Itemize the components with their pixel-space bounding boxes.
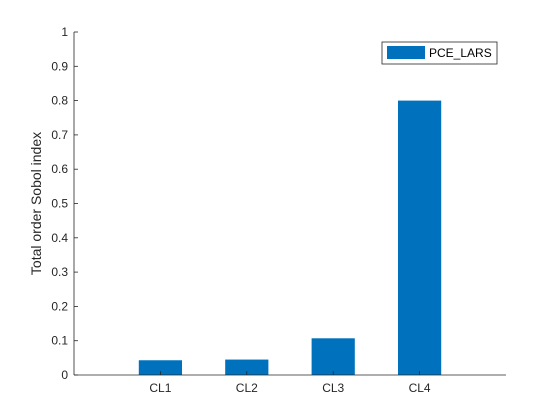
y-ticks-layer: 0 0.1 0.2 0.3 0.4 0.5 0.6 0.7 0.8 0.9 1 [51, 25, 78, 382]
y-tick-label: 0.9 [51, 59, 68, 73]
y-tick-label: 0.5 [51, 197, 68, 211]
legend-label: PCE_LARS [429, 46, 492, 60]
x-tick-label: CL2 [236, 381, 258, 395]
y-tick-label: 0.8 [51, 94, 68, 108]
x-ticks-layer: CL1 CL2 CL3 CL4 [149, 371, 431, 395]
y-tick-label: 0.7 [51, 128, 68, 142]
y-tick-label: 0.6 [51, 162, 68, 176]
y-tick-label: 0.3 [51, 265, 68, 279]
y-tick-label: 0.4 [51, 231, 68, 245]
bar-cl3 [311, 338, 355, 375]
y-tick-label: 0.1 [51, 334, 68, 348]
y-tick-label: 0.2 [51, 299, 68, 313]
bar-cl1 [138, 360, 182, 375]
y-tick-label: 1 [61, 25, 68, 39]
bar-cl2 [225, 359, 269, 375]
bar-cl4 [398, 100, 442, 375]
y-axis-title: Total order Sobol index [28, 132, 44, 275]
x-tick-label: CL4 [409, 381, 431, 395]
y-tick-label: 0 [61, 368, 68, 382]
legend-swatch [387, 46, 425, 59]
x-tick-label: CL1 [149, 381, 171, 395]
legend: PCE_LARS [381, 41, 498, 65]
x-tick-label: CL3 [322, 381, 344, 395]
bars-layer [138, 100, 442, 375]
